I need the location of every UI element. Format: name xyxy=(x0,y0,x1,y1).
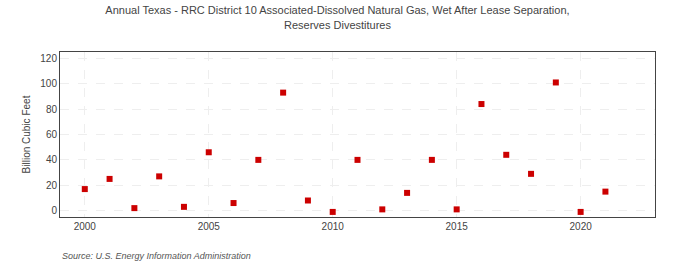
svg-text:2005: 2005 xyxy=(198,221,221,232)
svg-text:60: 60 xyxy=(46,129,58,140)
svg-text:Source: U.S. Energy Informatio: Source: U.S. Energy Information Administ… xyxy=(62,251,251,261)
svg-text:100: 100 xyxy=(40,78,57,89)
svg-text:120: 120 xyxy=(40,53,57,64)
svg-text:2000: 2000 xyxy=(74,221,97,232)
svg-text:2015: 2015 xyxy=(446,221,469,232)
svg-text:40: 40 xyxy=(46,154,58,165)
svg-text:20: 20 xyxy=(46,180,58,191)
svg-text:Billion Cubic Feet: Billion Cubic Feet xyxy=(21,95,32,173)
svg-text:80: 80 xyxy=(46,104,58,115)
svg-text:2020: 2020 xyxy=(570,221,593,232)
svg-text:0: 0 xyxy=(51,205,57,216)
svg-text:2010: 2010 xyxy=(322,221,345,232)
svg-text:Annual Texas - RRC District 10: Annual Texas - RRC District 10 Associate… xyxy=(105,4,569,30)
